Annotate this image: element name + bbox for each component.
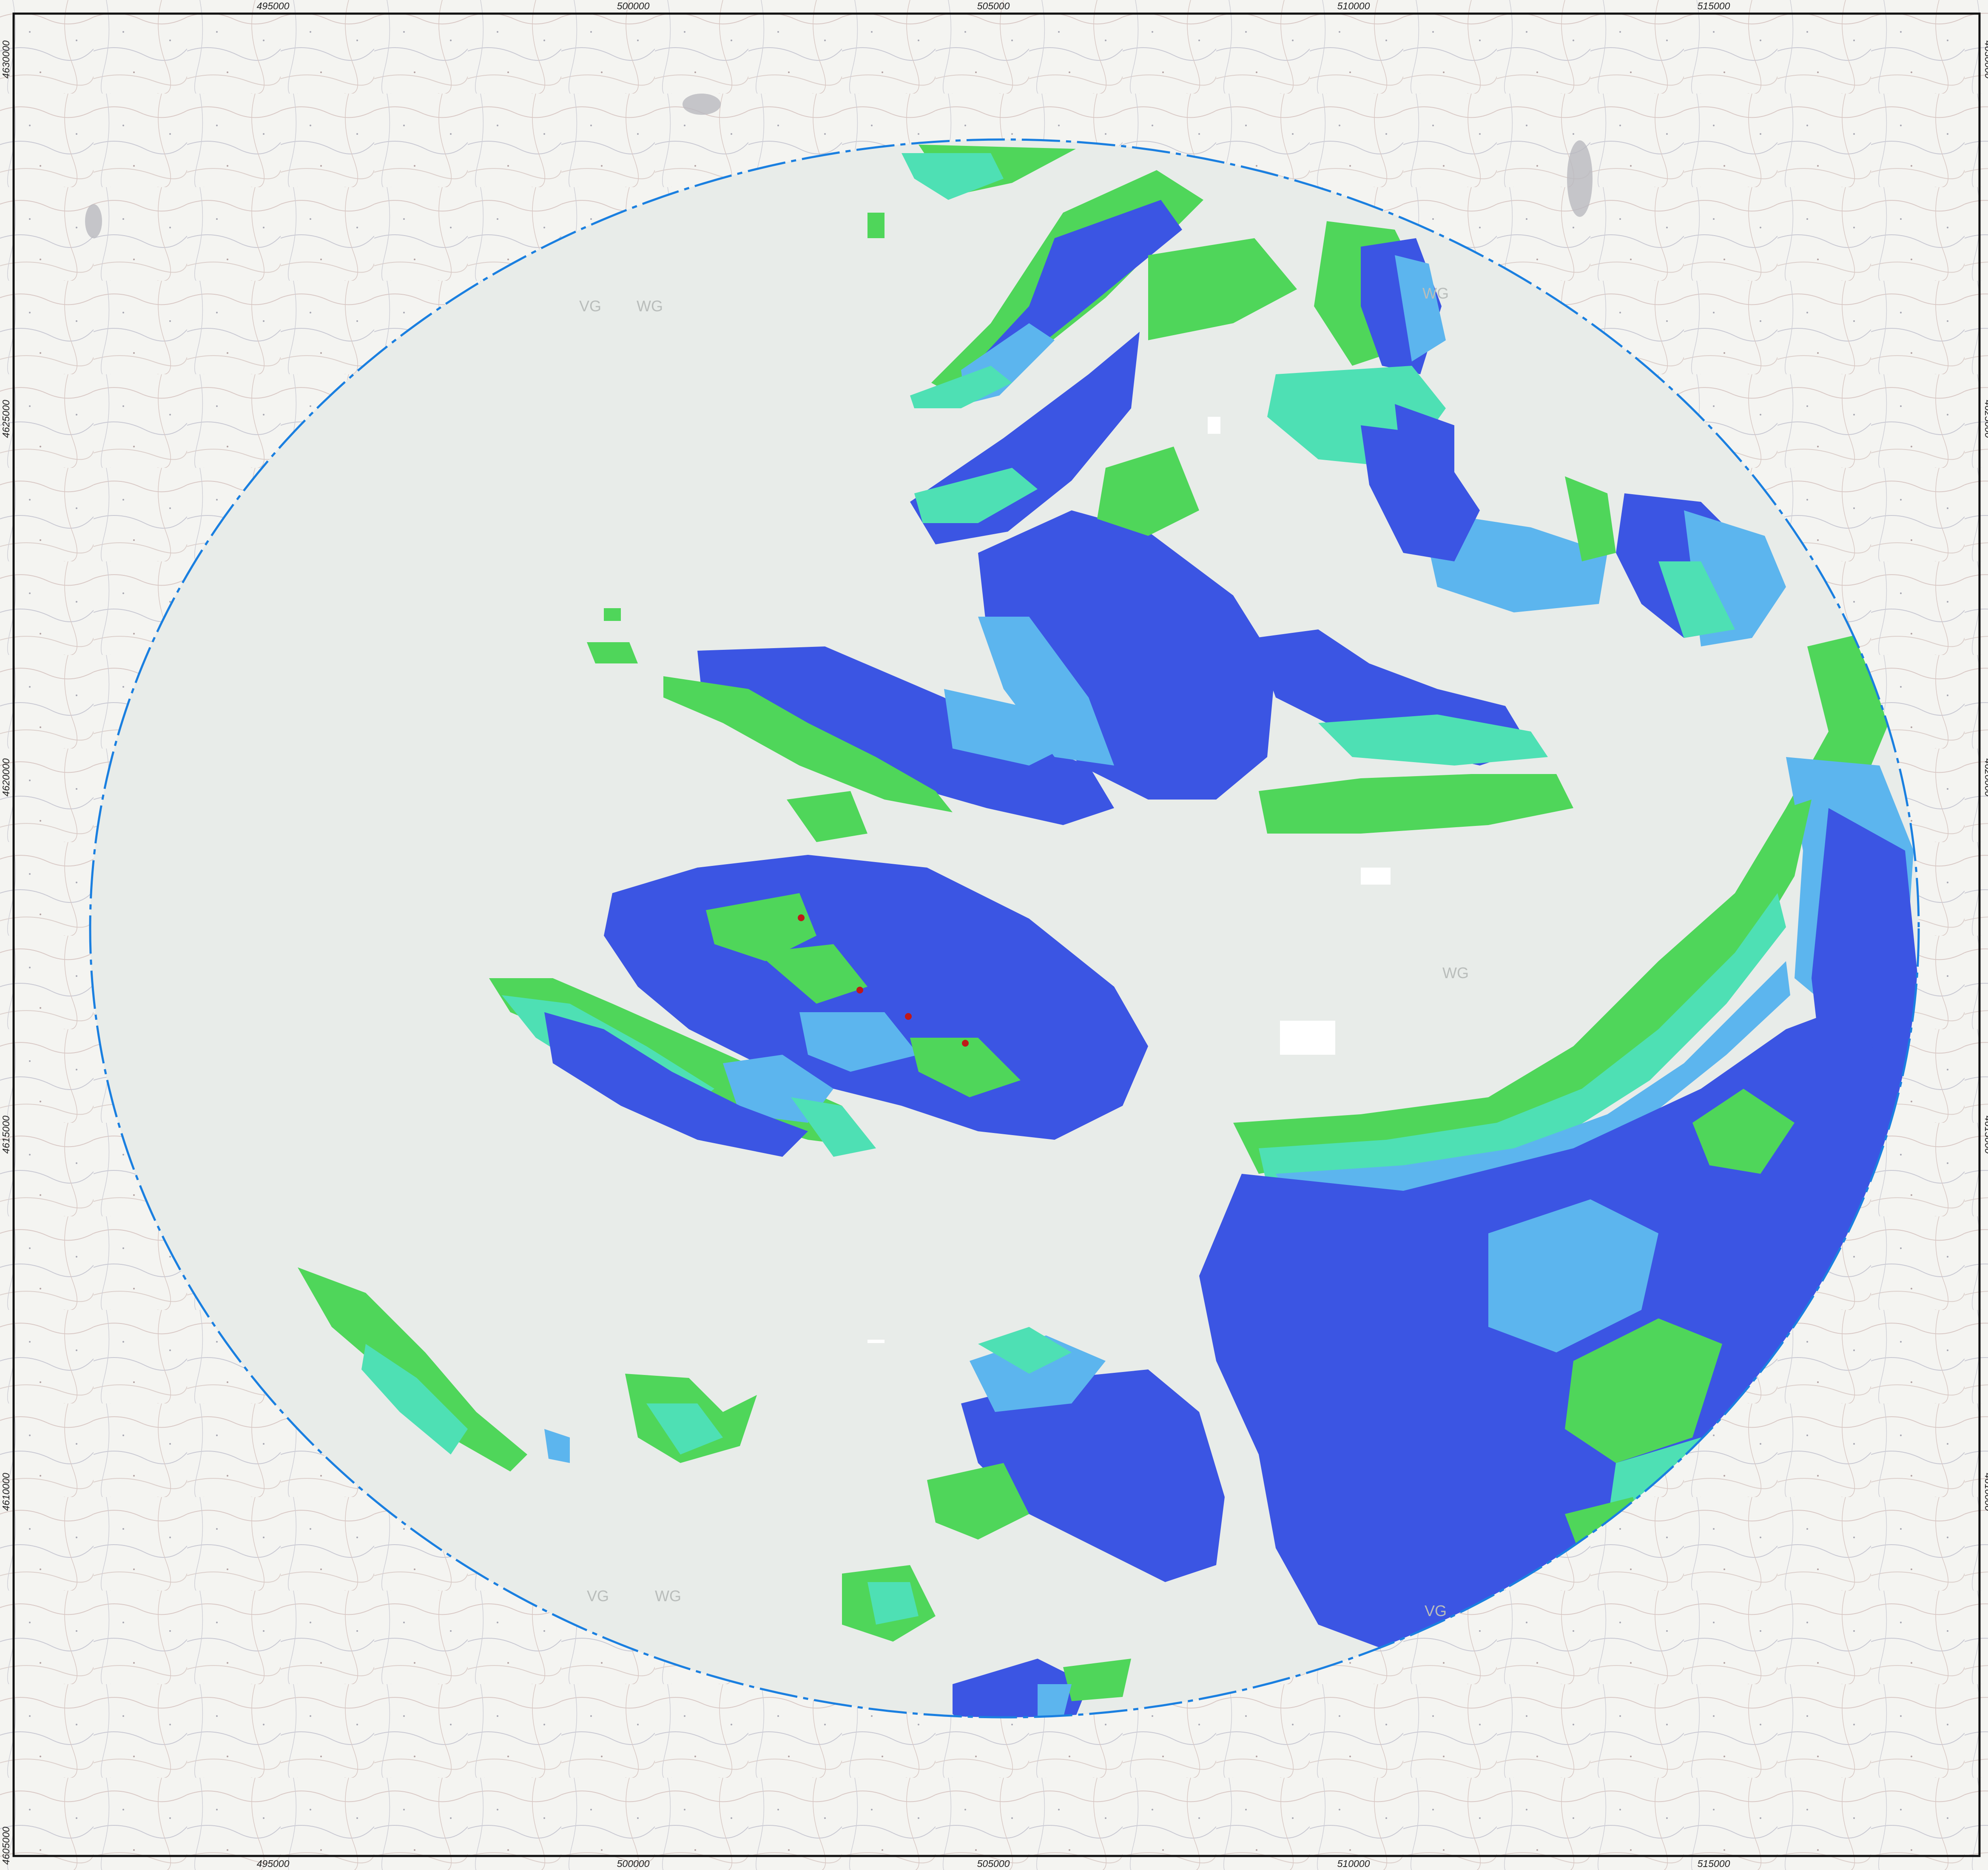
zone-north-band-blue [697,646,1114,825]
y-tick-label: 4620000 [1983,758,1988,797]
zone-far-east-aqua [1658,561,1735,638]
y-tick-label: 4625000 [1983,400,1988,438]
x-tick-label: 515000 [1698,1858,1730,1869]
zone-nw-green-bit3 [604,608,621,621]
zone-ne-upper-aqua [902,153,1004,200]
zone-center-fan-light [978,617,1114,766]
x-tick-label: 505000 [977,1858,1010,1869]
label-vg-sw: VG [587,1587,609,1605]
study-area-boundary [89,138,1920,1719]
y-tick-label: 4630000 [0,40,11,79]
y-tick-label: 4625000 [0,400,11,438]
y-tick-label: 4630000 [1983,40,1988,79]
zone-south-green [927,1463,1029,1540]
x-tick-label: 495000 [257,0,290,11]
y-tick-label: 4615000 [0,1116,11,1154]
zone-west-inner-green [706,893,816,961]
sample-point-3[interactable] [905,1013,912,1020]
zone-east-upper-green [1565,476,1616,561]
x-tick-label: 505000 [977,0,1010,11]
zone-se-inner-green [1565,1318,1722,1463]
zone-south-aqua [978,1327,1072,1374]
zone-se-river-green [1692,1089,1795,1174]
map-border [12,12,1981,1857]
zone-se-belt-light [1276,961,1790,1204]
y-tick-label: 4610000 [0,1473,11,1511]
zone-nw-green-bit [587,642,638,663]
zone-nw-green-bit2 [867,213,885,238]
zone-ne-aqua [910,366,1012,408]
masked-areas [867,417,1391,1343]
zone-far-ne-light [1395,255,1446,361]
x-tick-label: 515000 [1698,0,1730,11]
zone-se-belt-green [1233,800,1812,1174]
zone-east-ridge-green [1259,774,1573,834]
label-wg-east: WG [1442,964,1469,982]
zone-west-inner-green2 [757,944,867,1004]
zone-bottom-light [1038,1684,1072,1717]
zone-mid-south-aqua [646,1403,723,1454]
zone-se-belt-aqua [1259,893,1786,1187]
sample-point-4[interactable] [962,1040,969,1047]
sample-point-1[interactable] [798,914,805,921]
sample-points [798,914,969,1047]
y-tick-label: 4605000 [0,1827,11,1865]
x-tick-label: 500000 [617,0,650,11]
label-wg-ne: WG [1422,285,1449,302]
zone-bottom-green [1063,1659,1131,1701]
y-tick-label: 4620000 [0,758,11,797]
zone-west-lens-edge-green [787,791,867,842]
zone-ne-fan-green [1148,238,1297,340]
zone-north-band-green [663,676,953,812]
zone-far-sw-aqua [361,1344,468,1454]
zone-far-sw-light [544,1429,570,1463]
x-tick-label: 500000 [617,1858,650,1869]
x-tick-label: 510000 [1337,0,1370,11]
zone-west-aqua-tip [791,1097,876,1157]
y-tick-label: 4615000 [1983,1116,1988,1154]
zone-west-inner-light [799,1012,919,1072]
label-wg-sw: WG [655,1587,681,1605]
x-tick-label: 510000 [1337,1858,1370,1869]
x-tick-label: 495000 [257,1858,290,1869]
label-vg-se: VG [1425,1602,1447,1620]
zone-north-light [944,689,1063,766]
zone-west-lower-blue [544,1012,808,1157]
zone-center-fan-green [1097,447,1199,536]
zone-far-sw-green [298,1267,527,1472]
y-tick-label: 4610000 [1983,1473,1988,1511]
zone-east-ridge-aqua [1318,714,1548,766]
zone-ne-fan-aqua [914,468,1038,523]
zone-se-inner-light [1488,1199,1658,1352]
y-axis-left: 4630000 4625000 4620000 4615000 4610000 … [0,40,11,1865]
zone-south-blue [961,1369,1225,1582]
x-axis-top: 495000 500000 505000 510000 515000 [257,0,1730,11]
label-wg-nw: WG [637,297,663,315]
zone-sw-small-aqua [867,1582,919,1625]
sample-point-2[interactable] [856,987,863,993]
zone-west-inner-green3 [910,1038,1021,1097]
label-vg-nw: VG [579,297,601,315]
y-axis-right: 4630000 4625000 4620000 4615000 4610000 [1983,40,1988,1511]
zone-east-upper-blue [1361,425,1480,561]
x-axis-bottom: 495000 500000 505000 510000 515000 [257,1858,1730,1869]
